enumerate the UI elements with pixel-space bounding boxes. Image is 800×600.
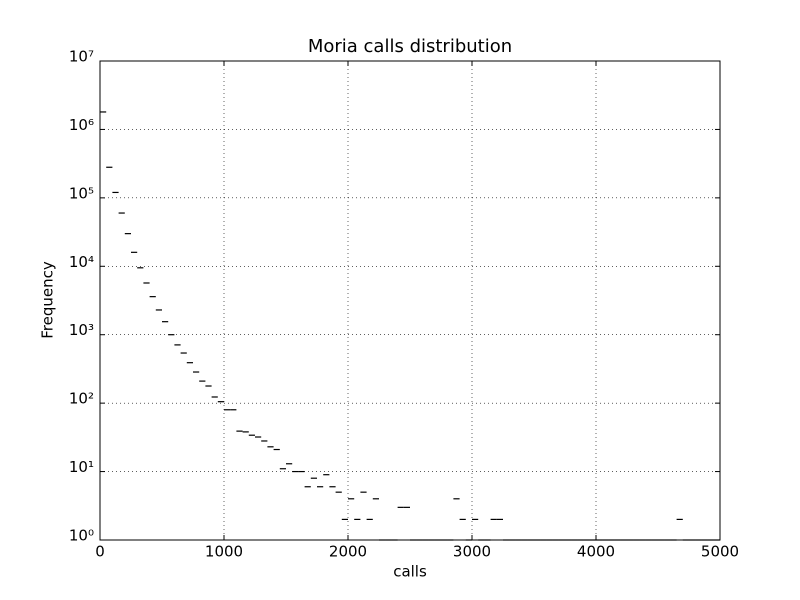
y-tick-label: 10³: [69, 321, 94, 339]
y-tick-label: 10⁶: [69, 116, 94, 134]
y-tick-label: 10⁷: [69, 48, 94, 66]
chart-title: Moria calls distribution: [308, 36, 512, 57]
y-axis-label: Frequency: [39, 261, 57, 339]
x-tick-label: 0: [95, 543, 105, 561]
y-tick-label: 10⁰: [69, 527, 94, 545]
y-tick-label: 10⁴: [69, 253, 94, 271]
y-tick-label: 10¹: [69, 458, 94, 476]
x-tick-label: 3000: [453, 543, 491, 561]
y-tick-label: 10²: [69, 390, 94, 408]
x-tick-label: 4000: [577, 543, 615, 561]
x-tick-label: 1000: [205, 543, 243, 561]
x-axis-label: calls: [393, 563, 427, 581]
plot-frame: [99, 60, 721, 541]
x-tick-label: 2000: [329, 543, 367, 561]
x-tick-label: 5000: [701, 543, 739, 561]
y-tick-label: 10⁵: [69, 184, 94, 202]
